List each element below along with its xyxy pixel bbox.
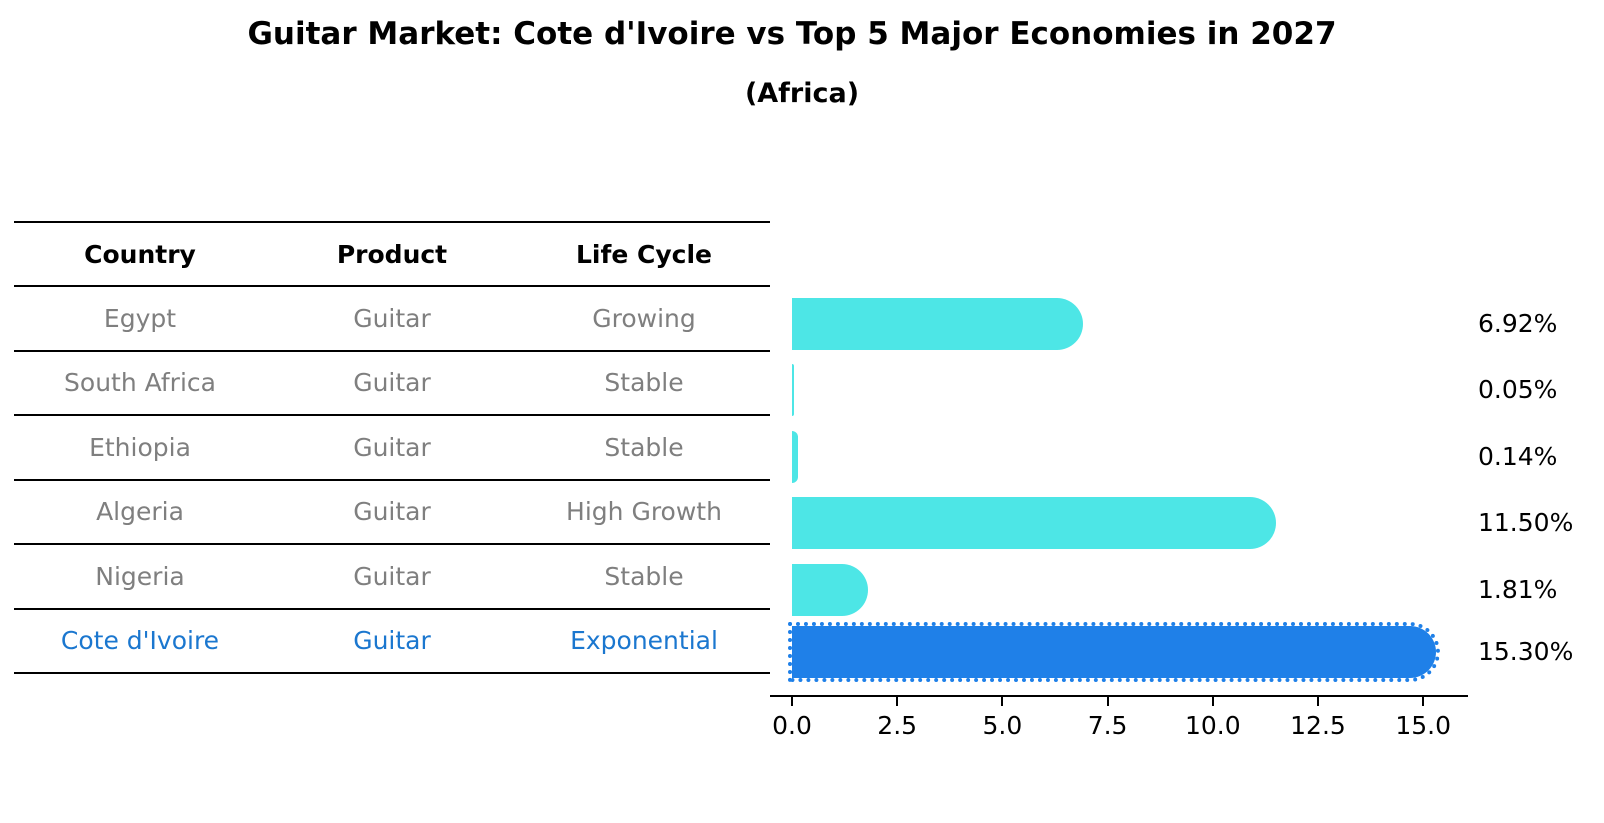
- bar-value-label: 1.81%: [1478, 575, 1558, 604]
- cell-life-cycle: Growing: [518, 286, 770, 352]
- column-header-life-cycle: Life Cycle: [518, 221, 770, 287]
- bar-value-label: 6.92%: [1478, 309, 1558, 338]
- cell-country: Nigeria: [14, 544, 266, 610]
- cell-country: Cote d'Ivoire: [14, 608, 266, 674]
- cell-country: Egypt: [14, 286, 266, 352]
- cell-product: Guitar: [266, 350, 518, 416]
- cell-life-cycle: Stable: [518, 350, 770, 416]
- cell-product: Guitar: [266, 544, 518, 610]
- column-header-product: Product: [266, 221, 518, 287]
- bar: [792, 298, 1084, 350]
- cell-country: Ethiopia: [14, 415, 266, 481]
- cell-country: Algeria: [14, 479, 266, 545]
- table-row-highlight: Cote d'Ivoire Guitar Exponential: [14, 608, 770, 674]
- table-row: Ethiopia Guitar Stable: [14, 415, 770, 481]
- x-tick-mark: [1211, 697, 1214, 706]
- table-row: Egypt Guitar Growing: [14, 286, 770, 352]
- table-row: Nigeria Guitar Stable: [14, 544, 770, 610]
- x-tick-label: 0.0: [772, 711, 812, 740]
- bar-value-label: 11.50%: [1478, 508, 1574, 537]
- x-tick-label: 5.0: [982, 711, 1023, 740]
- x-tick-mark: [1001, 697, 1004, 706]
- column-header-country: Country: [14, 221, 266, 287]
- x-tick-label: 7.5: [1087, 711, 1128, 740]
- bar: [792, 364, 795, 416]
- bar-value-label: 0.05%: [1478, 375, 1558, 404]
- cell-country: South Africa: [14, 350, 266, 416]
- table-row: South Africa Guitar Stable: [14, 350, 770, 416]
- bar-value-label: 0.14%: [1478, 442, 1558, 471]
- cell-life-cycle: Stable: [518, 415, 770, 481]
- x-tick-mark: [791, 697, 793, 706]
- bar: [792, 431, 798, 483]
- x-tick-mark: [1422, 697, 1425, 706]
- cell-life-cycle: Stable: [518, 544, 770, 610]
- x-tick-mark: [896, 697, 899, 706]
- x-tick-label: 2.5: [877, 711, 918, 740]
- table-row: Algeria Guitar High Growth: [14, 479, 770, 545]
- bar-value-label: 15.30%: [1478, 637, 1574, 666]
- bar: [792, 564, 869, 616]
- x-axis-line: [770, 695, 1468, 697]
- cell-life-cycle: High Growth: [518, 479, 770, 545]
- chart-title: Guitar Market: Cote d'Ivoire vs Top 5 Ma…: [247, 16, 1337, 52]
- x-tick-label: 12.5: [1290, 711, 1346, 740]
- cell-product: Guitar: [266, 286, 518, 352]
- chart-subtitle: (Africa): [744, 78, 860, 109]
- cell-product: Guitar: [266, 479, 518, 545]
- cell-product: Guitar: [266, 608, 518, 674]
- x-tick-label: 10.0: [1184, 711, 1241, 740]
- country-table: Country Product Life Cycle Egypt Guitar …: [14, 221, 770, 674]
- x-tick-mark: [1106, 697, 1109, 706]
- x-tick-label: 15.0: [1395, 711, 1452, 740]
- cell-product: Guitar: [266, 415, 518, 481]
- cell-life-cycle: Exponential: [518, 608, 770, 674]
- x-tick-mark: [1317, 697, 1319, 706]
- bar: [792, 497, 1276, 549]
- table-header-row: Country Product Life Cycle: [14, 221, 770, 287]
- bar-highlight: [788, 622, 1440, 682]
